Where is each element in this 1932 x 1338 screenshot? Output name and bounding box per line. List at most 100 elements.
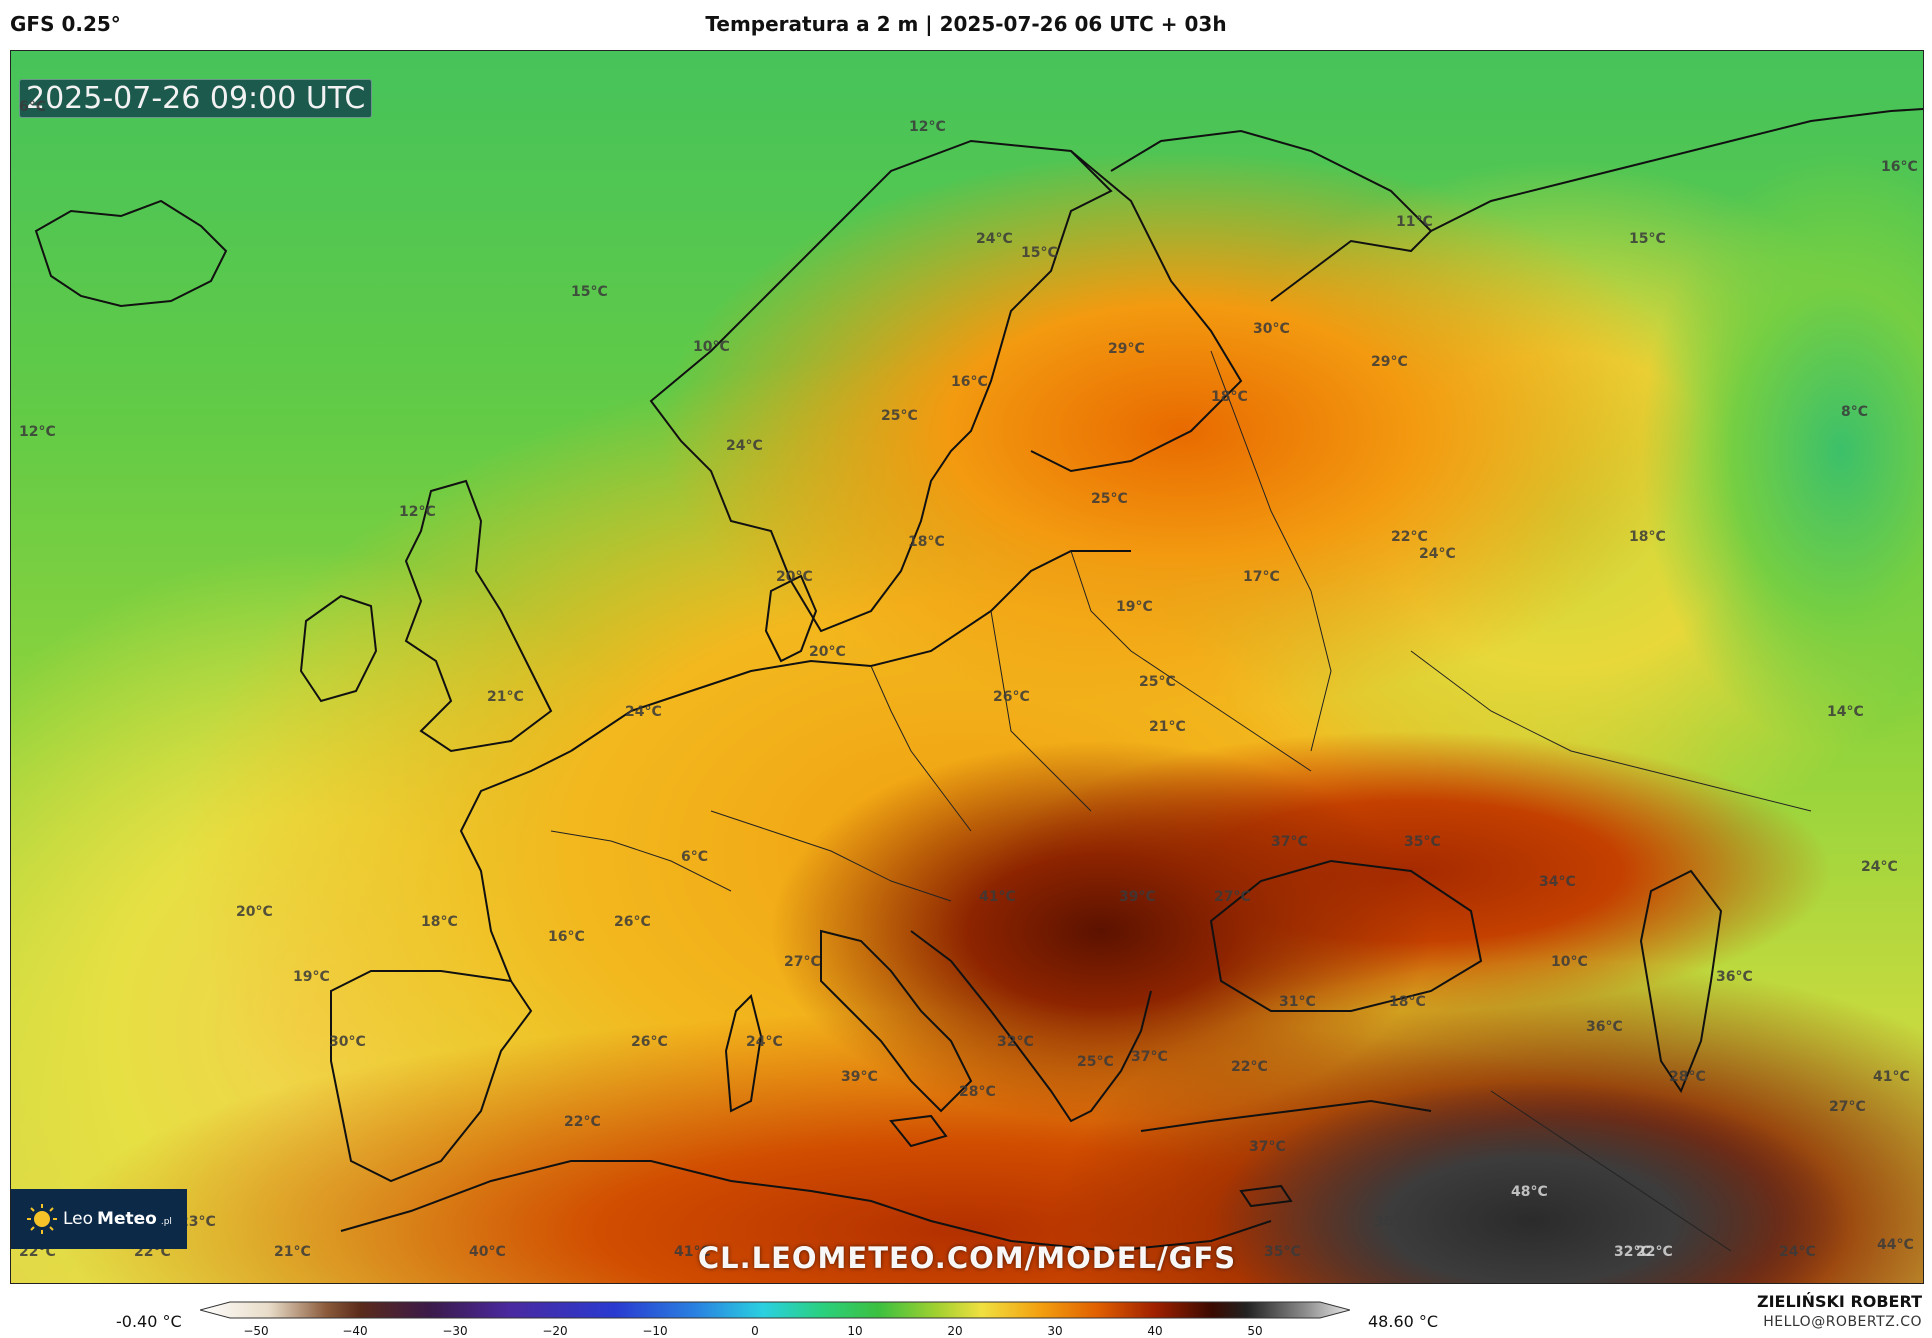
temp-label: 16°C [548,929,585,945]
temp-label: 27°C [784,954,821,970]
temp-label: 24°C [726,438,763,454]
temp-label: 6°C [681,849,709,865]
temp-label: 19°C [1116,599,1153,615]
logo-text-domain: .pl [160,1217,172,1227]
temp-label: 48°C [1511,1184,1548,1200]
colorbar-tick: 30 [1047,1324,1063,1338]
temp-label: 29°C [1108,341,1145,357]
temp-label: 41°C [1873,1069,1910,1085]
temp-label: 10°C [693,339,730,355]
temp-label: 28°C [959,1084,996,1100]
colorbar-tick: 50 [1247,1324,1263,1338]
temp-label: 37°C [1249,1139,1286,1155]
temp-label: 37°C [1271,834,1308,850]
temp-label: 21°C [487,689,524,705]
temp-label: 24°C [1419,546,1456,562]
temp-label: 25°C [1139,674,1176,690]
temp-label: 22°C [1391,529,1428,545]
map-title: Temperatura a 2 m | 2025-07-26 06 UTC + … [705,12,1227,36]
temp-label: 31°C [1279,994,1316,1010]
temp-label: 17°C [1243,569,1280,585]
colorbar-min-label: -0.40 °C [116,1312,182,1331]
temp-label: 18°C [1389,994,1426,1010]
temp-label: 18°C [908,534,945,550]
author-email[interactable]: HELLO@ROBERTZ.CO [1763,1314,1922,1330]
header: GFS 0.25° Temperatura a 2 m | 2025-07-26… [0,0,1932,50]
colorbar-tick: −30 [442,1324,468,1338]
temp-label: 15°C [571,284,608,300]
temp-label: 24°C [746,1034,783,1050]
colorbar-tick: 0 [751,1324,759,1338]
temp-label: 26°C [631,1034,668,1050]
colorbar-tick: −10 [642,1324,668,1338]
temp-label: 8°C [1841,404,1869,420]
temp-label: 28°C [1669,1069,1706,1085]
temp-label: 11°C [1396,214,1433,230]
temp-label: 30°C [329,1034,366,1050]
colorbar-tick: 40 [1147,1324,1163,1338]
temp-label: 22°C [1231,1059,1268,1075]
temp-label: 30°C [1253,321,1290,337]
temp-label: 32°C [997,1034,1034,1050]
temp-label: 12°C [19,424,56,440]
temp-label: 18°C [1629,529,1666,545]
colorbar-tick: −40 [342,1324,368,1338]
temp-label: 27°C [1829,1099,1866,1115]
logo-text-leo: Leo [63,1209,94,1229]
model-name: GFS 0.25° [10,12,121,36]
temp-label: 18°C [421,914,458,930]
temp-label: 22°C [1636,1244,1673,1260]
temp-label: 36°C [1374,1214,1411,1230]
temp-label: 16°C [951,374,988,390]
temp-label: 20°C [809,644,846,660]
temp-label: 41°C [979,889,1016,905]
valid-time-label: 2025-07-26 09:00 UTC [19,79,373,118]
temp-label: 6°C [19,99,47,115]
temperature-map[interactable]: 2025-07-26 09:00 UTC 6°C 12°C 16°C 11°C … [10,50,1924,1284]
temp-label: 26°C [614,914,651,930]
leometeo-logo[interactable]: Leo Meteo .pl [11,1189,187,1249]
temp-label: 25°C [1091,491,1128,507]
temp-label: 26°C [993,689,1030,705]
temp-label: 35°C [1404,834,1441,850]
temp-label: 34°C [1539,874,1576,890]
colorbar-tick: −50 [243,1324,269,1338]
temp-label: 36°C [1716,969,1753,985]
source-watermark: CL.LEOMETEO.COM/MODEL/GFS [697,1241,1237,1275]
temp-label: 15°C [1021,245,1058,261]
temp-label: 12°C [909,119,946,135]
temp-label: 24°C [625,704,662,720]
temp-label: 29°C [1371,354,1408,370]
temp-label: 12°C [399,504,436,520]
temp-label: 21°C [274,1244,311,1260]
temp-label: 14°C [1827,704,1864,720]
temp-label: 19°C [293,969,330,985]
colorbar-max-label: 48.60 °C [1368,1312,1439,1331]
sun-icon [27,1204,57,1234]
logo-text-meteo: Meteo [97,1209,157,1229]
temp-label: 24°C [1779,1244,1816,1260]
colorbar-tick: 20 [947,1324,963,1338]
author-credit: ZIELIŃSKI ROBERT [1756,1292,1922,1311]
colorbar-tick: 10 [847,1324,863,1338]
temp-label: 10°C [1551,954,1588,970]
temp-label: 39°C [1119,889,1156,905]
colorbar [200,1301,1350,1319]
temp-label: 24°C [1861,859,1898,875]
temp-label: 18°C [1211,389,1248,405]
temp-label: 27°C [1214,889,1251,905]
temp-label: 32°C [1614,1244,1651,1260]
temp-label: 16°C [1881,159,1918,175]
temp-label: 44°C [1877,1237,1914,1253]
footer: -0.40 °C [0,1282,1932,1338]
temp-label: 39°C [841,1069,878,1085]
temp-label: 20°C [236,904,273,920]
temp-label: 22°C [564,1114,601,1130]
temp-label: 25°C [1077,1054,1114,1070]
temp-label: 40°C [469,1244,506,1260]
temp-label: 37°C [1131,1049,1168,1065]
colorbar-tick: −20 [542,1324,568,1338]
temp-label: 15°C [1629,231,1666,247]
temp-label: 41°C [674,1244,711,1260]
temp-label: 24°C [976,231,1013,247]
